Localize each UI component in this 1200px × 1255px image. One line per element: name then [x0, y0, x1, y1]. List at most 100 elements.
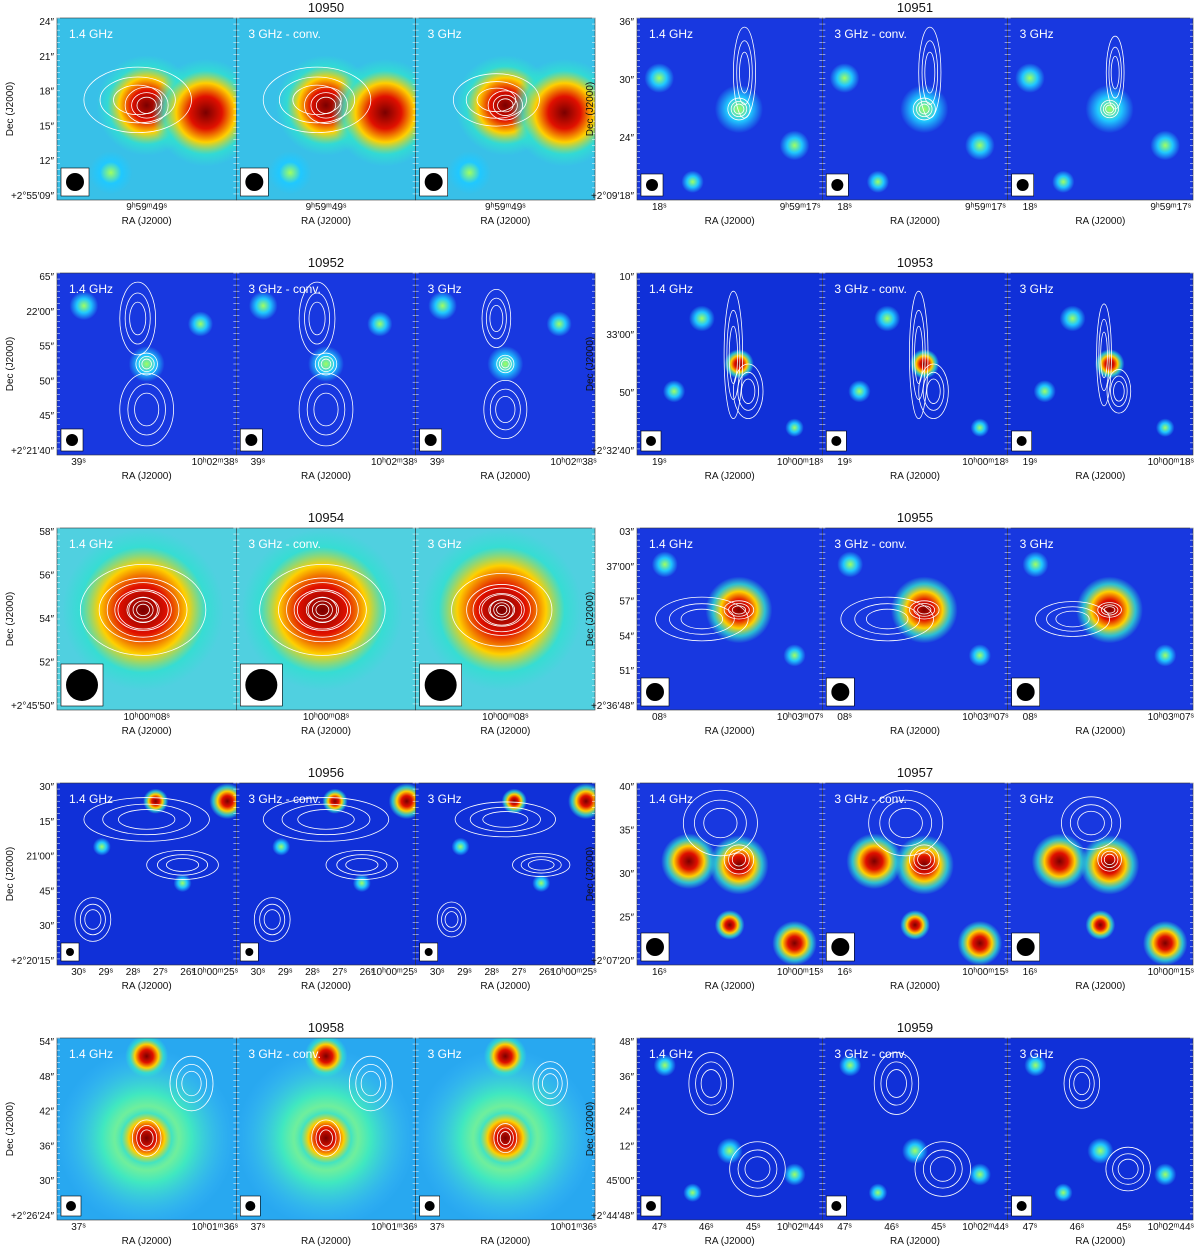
panel-label: 3 GHz - conv. — [834, 537, 906, 551]
beam — [1016, 179, 1029, 191]
panel-label: 1.4 GHz — [649, 792, 693, 806]
source — [501, 788, 527, 814]
figure-title: 10951 — [897, 0, 933, 15]
source — [868, 1183, 888, 1202]
source — [681, 170, 704, 193]
source — [451, 837, 470, 856]
contour — [537, 1067, 563, 1100]
contour — [520, 856, 562, 874]
y-tick-label: 22′00″ — [26, 307, 54, 318]
image-panel: 1.4 GHz 47ˢ 46ˢ 45ˢ 10ʰ02ᵐ44ˢ RA (J2000) — [636, 1037, 824, 1247]
contour — [723, 290, 744, 419]
y-tick-label: +2°26′24″ — [11, 1211, 55, 1222]
source — [1076, 576, 1143, 644]
contour — [262, 797, 390, 842]
beam — [831, 179, 844, 191]
y-tick-label: +2°09′18″ — [591, 191, 635, 202]
x-tick-label: 39ˢ — [71, 457, 86, 468]
contour — [921, 40, 939, 105]
contour — [499, 1131, 511, 1146]
contour — [493, 1123, 518, 1154]
source — [837, 551, 864, 578]
image-panel: 1.4 GHz 37ˢ 10ʰ01ᵐ36ˢ RA (J2000) — [56, 1037, 239, 1247]
source — [661, 833, 717, 890]
figure-title: 10957 — [897, 765, 933, 780]
source — [62, 529, 224, 691]
contour — [117, 590, 169, 630]
y-tick-label: 48″ — [619, 1037, 634, 1048]
x-tick-label: 10ʰ01ᵐ36ˢ — [371, 1222, 418, 1233]
image — [637, 783, 823, 965]
contour — [924, 51, 936, 94]
beam — [1016, 1201, 1027, 1211]
x-axis-label: RA (J2000) — [890, 981, 940, 992]
panel-label: 3 GHz - conv. — [834, 27, 906, 41]
contour — [1098, 318, 1110, 391]
contour — [298, 372, 354, 447]
source — [1022, 551, 1049, 578]
panel-label: 3 GHz - conv. — [248, 792, 320, 806]
y-tick-label: 45″ — [39, 411, 54, 422]
image-panel: 3 GHz - conv. 47ˢ 46ˢ 45ˢ 10ʰ02ᵐ44ˢ RA (J2000… — [822, 1037, 1009, 1247]
contour — [731, 852, 747, 867]
contour — [741, 378, 756, 404]
contour — [1100, 850, 1119, 868]
source — [714, 84, 764, 134]
figure-title: 10953 — [897, 255, 933, 270]
beam — [66, 948, 74, 956]
source — [125, 1038, 169, 1078]
figure-title: 10956 — [308, 765, 344, 780]
source — [874, 305, 901, 332]
y-tick-label: 30″ — [39, 1176, 54, 1187]
contour — [498, 357, 512, 371]
x-axis-label: RA (J2000) — [122, 1236, 172, 1247]
image-panel: 3 GHz - conv. 10ʰ00ᵐ08ˢ RA (J2000) — [236, 527, 416, 737]
contour — [840, 596, 934, 642]
contour — [1063, 1058, 1100, 1109]
source — [779, 130, 810, 161]
x-tick-label: 45ˢ — [1117, 1222, 1132, 1233]
contour — [139, 1129, 154, 1147]
contour — [308, 301, 326, 336]
contour — [476, 87, 517, 113]
contour — [176, 1063, 207, 1104]
contour — [888, 807, 923, 839]
contour — [469, 806, 541, 833]
x-tick-label: 10ʰ02ᵐ44ˢ — [777, 1222, 824, 1233]
source — [1033, 380, 1056, 403]
contour — [141, 358, 152, 370]
x-tick-label: 45ˢ — [931, 1222, 946, 1233]
source — [1052, 170, 1075, 193]
source — [532, 874, 551, 893]
contour — [313, 392, 339, 427]
contour — [114, 589, 172, 631]
source — [352, 874, 371, 893]
source — [1154, 1163, 1177, 1186]
x-tick-label: 10ʰ01ᵐ36ˢ — [192, 1222, 239, 1233]
contour — [472, 587, 531, 633]
image-panel: 3 GHz - conv. 16ˢ 10ʰ00ᵐ15ˢ RA (J2000) — [822, 782, 1009, 992]
panel-label: 3 GHz — [428, 282, 462, 296]
source — [308, 346, 344, 382]
y-tick-label: 15″ — [39, 817, 54, 828]
image-panel: 1.4 GHz 39ˢ 10ʰ02ᵐ38ˢ RA (J2000) — [56, 272, 239, 482]
contour — [1113, 381, 1125, 402]
contour — [482, 811, 529, 828]
contour — [926, 378, 941, 404]
y-tick-label: 10″ — [619, 272, 634, 283]
image-panel: 1.4 GHz 18ˢ 9ʰ59ᵐ17ˢ RA (J2000) — [636, 17, 823, 227]
panel-label: 3 GHz - conv. — [834, 282, 906, 296]
beam — [424, 434, 437, 446]
contour — [311, 600, 333, 620]
panel-label: 3 GHz — [428, 27, 462, 41]
beam — [245, 434, 258, 446]
source — [688, 305, 715, 332]
image-panel: 3 GHz - conv. 19ˢ 10ʰ00ᵐ18ˢ RA (J2000) — [822, 272, 1009, 482]
beam — [66, 173, 84, 191]
x-tick-label: 10ʰ03ᵐ07ˢ — [1148, 712, 1195, 723]
beam — [424, 173, 443, 191]
contour — [918, 26, 942, 119]
image-panel: 1.4 GHz 16ˢ 10ʰ00ᵐ15ˢ RA (J2000) — [636, 782, 824, 992]
